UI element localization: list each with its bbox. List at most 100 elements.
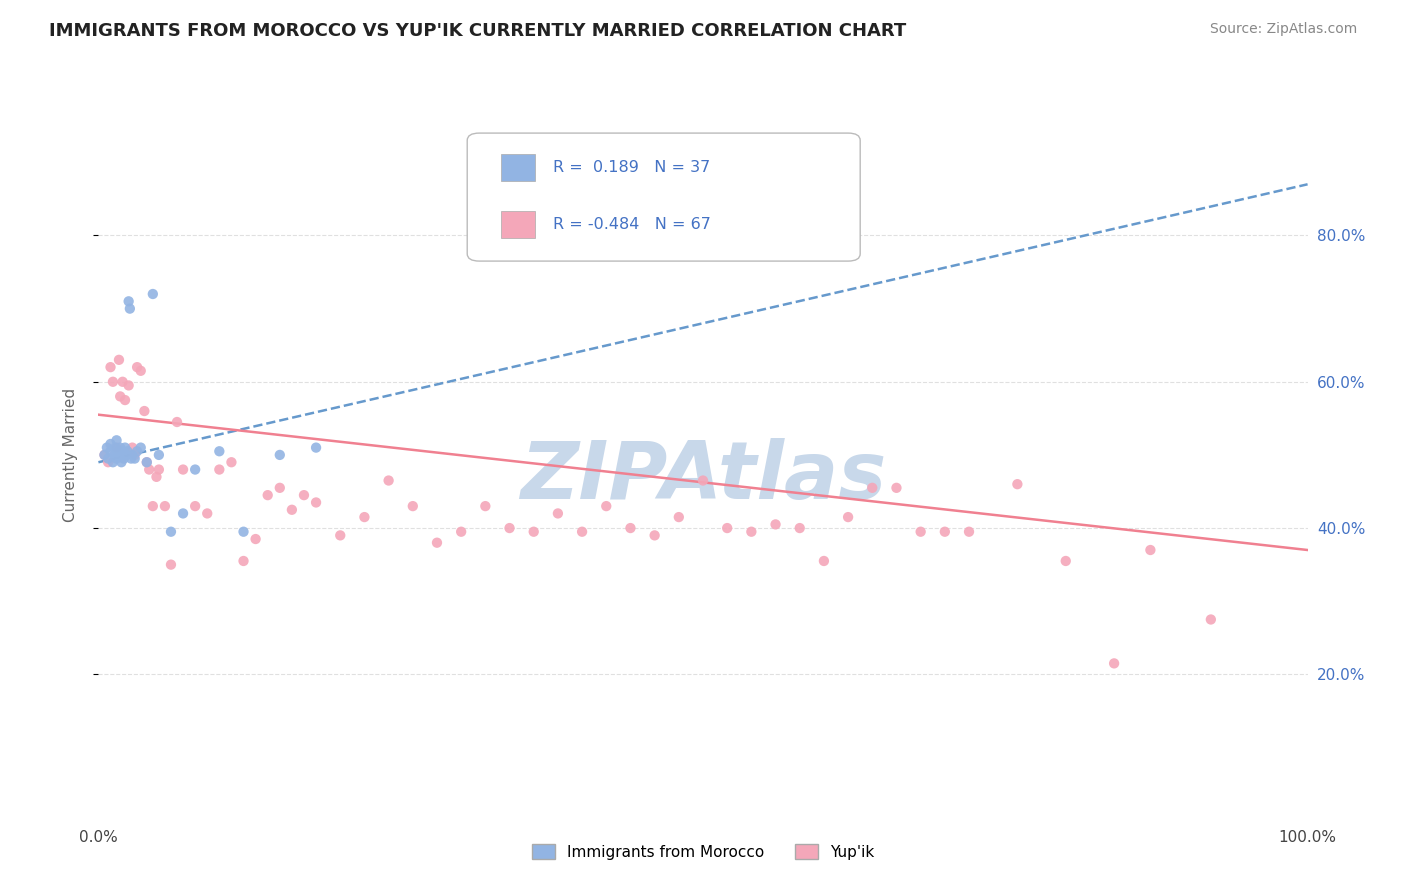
Point [910, 524, 932, 539]
Point [127, 360, 149, 375]
Point [166, 415, 188, 429]
Point [121, 441, 143, 455]
Point [292, 488, 315, 502]
Point [105, 441, 128, 455]
Point [124, 448, 146, 462]
Point [450, 524, 472, 539]
Point [108, 352, 131, 367]
Point [114, 393, 136, 408]
Point [269, 448, 291, 462]
Point [281, 503, 304, 517]
Point [93, 448, 115, 462]
Point [108, 448, 131, 462]
FancyBboxPatch shape [467, 133, 860, 261]
Text: R = -0.484   N = 67: R = -0.484 N = 67 [553, 217, 711, 232]
Point [148, 448, 170, 462]
Point [97, 451, 120, 466]
Point [101, 375, 124, 389]
Point [138, 462, 160, 476]
Point [474, 499, 496, 513]
Legend: Immigrants from Morocco, Yup'ik: Immigrants from Morocco, Yup'ik [526, 838, 880, 865]
Point [1199, 612, 1222, 626]
Point [1102, 657, 1125, 671]
Point [837, 510, 859, 524]
Point [886, 481, 908, 495]
Point [129, 364, 152, 378]
Point [1007, 477, 1029, 491]
Point [121, 448, 143, 462]
Point [619, 521, 641, 535]
Point [110, 455, 132, 469]
Point [765, 517, 787, 532]
Point [245, 532, 267, 546]
Point [100, 360, 122, 375]
Point [160, 558, 183, 572]
Text: R =  0.189   N = 37: R = 0.189 N = 37 [553, 160, 710, 175]
Point [172, 507, 194, 521]
Point [523, 524, 546, 539]
Point [789, 521, 811, 535]
Point [104, 441, 127, 455]
Point [127, 444, 149, 458]
Point [93, 448, 115, 462]
Point [208, 444, 231, 458]
Point [142, 499, 165, 513]
Point [195, 507, 218, 521]
Point [184, 499, 207, 513]
Point [115, 448, 138, 462]
Point [269, 481, 291, 495]
Point [208, 462, 231, 476]
Point [118, 301, 141, 316]
Point [111, 444, 134, 458]
Point [105, 434, 128, 448]
Point [184, 462, 207, 476]
Point [129, 441, 152, 455]
FancyBboxPatch shape [501, 154, 534, 180]
Point [108, 441, 131, 455]
Point [103, 448, 125, 462]
Point [97, 455, 120, 469]
Point [108, 389, 131, 403]
Point [1054, 554, 1077, 568]
Y-axis label: Currently Married: Currently Married [63, 388, 77, 522]
Point [107, 444, 129, 458]
Point [172, 462, 194, 476]
Point [111, 375, 134, 389]
Point [813, 554, 835, 568]
Point [114, 441, 136, 455]
Point [145, 470, 167, 484]
Point [118, 294, 141, 309]
Text: IMMIGRANTS FROM MOROCCO VS YUP'IK CURRENTLY MARRIED CORRELATION CHART: IMMIGRANTS FROM MOROCCO VS YUP'IK CURREN… [49, 22, 907, 40]
Point [256, 488, 278, 502]
Point [160, 524, 183, 539]
Point [547, 507, 569, 521]
Point [135, 455, 157, 469]
Point [105, 451, 128, 466]
Point [498, 521, 520, 535]
Point [120, 451, 142, 466]
Point [668, 510, 690, 524]
Point [100, 437, 122, 451]
Point [402, 499, 425, 513]
Point [571, 524, 593, 539]
Point [117, 444, 139, 458]
Point [692, 474, 714, 488]
Point [934, 524, 956, 539]
Text: ZIPAtlas: ZIPAtlas [520, 438, 886, 516]
Point [96, 441, 118, 455]
Point [148, 462, 170, 476]
Point [135, 455, 157, 469]
Point [100, 444, 122, 458]
Point [329, 528, 352, 542]
Point [1139, 543, 1161, 558]
Point [716, 521, 738, 535]
Point [644, 528, 666, 542]
Point [353, 510, 375, 524]
FancyBboxPatch shape [501, 211, 534, 237]
Point [101, 455, 124, 469]
Point [305, 441, 328, 455]
Point [232, 524, 254, 539]
Point [134, 404, 156, 418]
Point [111, 448, 134, 462]
Point [426, 535, 449, 549]
